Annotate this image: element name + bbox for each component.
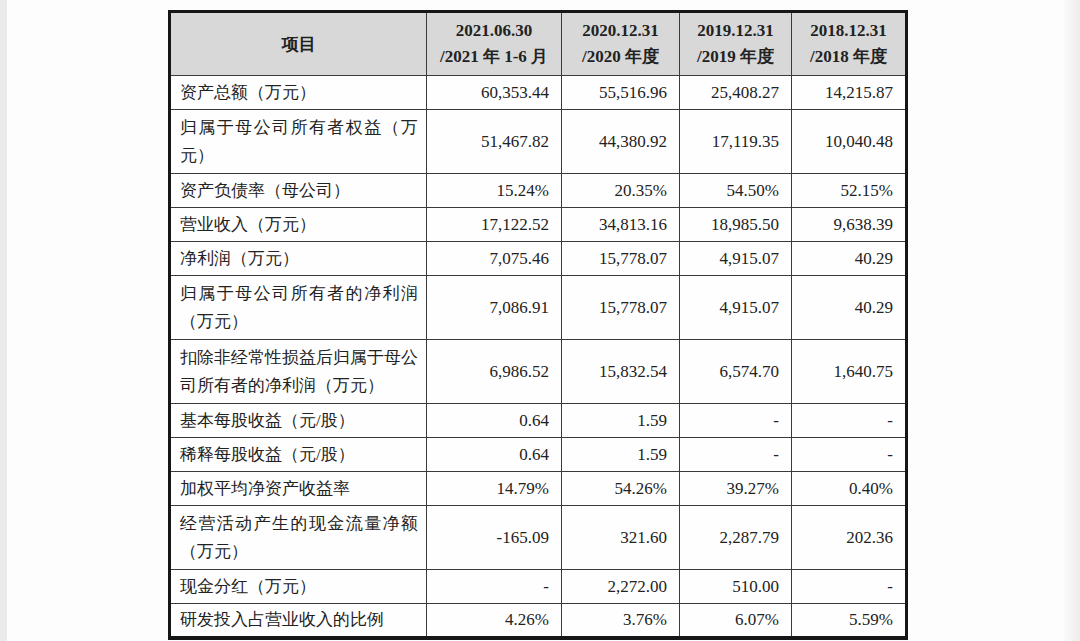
row-label: 归属于母公司所有者的净利润（万元）	[170, 276, 427, 340]
period-date: 2018.12.31	[794, 18, 903, 44]
cell-value: 40.29	[792, 242, 907, 276]
row-label: 稀释每股收益（元/股）	[170, 438, 427, 472]
cell-value: 4,915.07	[680, 276, 792, 340]
period-date: 2021.06.30	[429, 18, 559, 44]
page-left-edge-shadow	[0, 0, 7, 641]
cell-value: 9,638.39	[792, 208, 907, 242]
row-label: 现金分红（万元）	[170, 570, 427, 604]
row-label: 扣除非经常性损益后归属于母公司所有者的净利润（万元）	[170, 340, 427, 404]
cell-value: 7,075.46	[427, 242, 562, 276]
row-label: 资产总额（万元）	[170, 76, 427, 110]
cell-value: 20.35%	[562, 174, 680, 208]
row-deducted-net-profit: 扣除非经常性损益后归属于母公司所有者的净利润（万元） 6,986.52 15,8…	[170, 340, 907, 404]
cell-value: 60,353.44	[427, 76, 562, 110]
col-header-period-2019: 2019.12.31 /2019 年度	[680, 12, 792, 76]
cell-value: 1.59	[562, 404, 680, 438]
row-label: 营业收入（万元）	[170, 208, 427, 242]
period-date: 2020.12.31	[564, 18, 677, 44]
cell-value: 14,215.87	[792, 76, 907, 110]
cell-value: -	[680, 404, 792, 438]
row-label: 研发投入占营业收入的比例	[170, 604, 427, 639]
period-range: /2020 年度	[564, 44, 677, 70]
row-label: 净利润（万元）	[170, 242, 427, 276]
cell-value: 34,813.16	[562, 208, 680, 242]
cell-value: 4.26%	[427, 604, 562, 639]
row-rd-revenue-ratio: 研发投入占营业收入的比例 4.26% 3.76% 6.07% 5.59%	[170, 604, 907, 639]
row-label: 经营活动产生的现金流量净额（万元）	[170, 506, 427, 570]
cell-value: 17,122.52	[427, 208, 562, 242]
cell-value: 3.76%	[562, 604, 680, 639]
cell-value: 1.59	[562, 438, 680, 472]
row-net-profit: 净利润（万元） 7,075.46 15,778.07 4,915.07 40.2…	[170, 242, 907, 276]
cell-value: -	[427, 570, 562, 604]
cell-value: 10,040.48	[792, 110, 907, 174]
financial-summary-table: 项目 2021.06.30 /2021 年 1-6 月 2020.12.31 /…	[168, 10, 908, 640]
cell-value: 6,986.52	[427, 340, 562, 404]
cell-value: 25,408.27	[680, 76, 792, 110]
cell-value: 0.64	[427, 438, 562, 472]
page-right-edge-shadow	[1062, 0, 1080, 641]
row-parent-net-profit: 归属于母公司所有者的净利润（万元） 7,086.91 15,778.07 4,9…	[170, 276, 907, 340]
cell-value: 54.50%	[680, 174, 792, 208]
cell-value: 1,640.75	[792, 340, 907, 404]
cell-value: 15,778.07	[562, 242, 680, 276]
period-date: 2019.12.31	[682, 18, 789, 44]
period-range: /2018 年度	[794, 44, 903, 70]
period-range: /2021 年 1-6 月	[429, 44, 559, 70]
cell-value: -	[792, 438, 907, 472]
cell-value: 15,778.07	[562, 276, 680, 340]
cell-value: -	[792, 570, 907, 604]
row-operating-cash-flow: 经营活动产生的现金流量净额（万元） -165.09 321.60 2,287.7…	[170, 506, 907, 570]
document-page: 项目 2021.06.30 /2021 年 1-6 月 2020.12.31 /…	[0, 0, 1080, 641]
cell-value: 44,380.92	[562, 110, 680, 174]
cell-value: 55,516.96	[562, 76, 680, 110]
cell-value: 321.60	[562, 506, 680, 570]
row-label: 基本每股收益（元/股）	[170, 404, 427, 438]
row-cash-dividend: 现金分红（万元） - 2,272.00 510.00 -	[170, 570, 907, 604]
row-label: 加权平均净资产收益率	[170, 472, 427, 506]
cell-value: 52.15%	[792, 174, 907, 208]
cell-value: 510.00	[680, 570, 792, 604]
cell-value: 6,574.70	[680, 340, 792, 404]
cell-value: -	[680, 438, 792, 472]
cell-value: 0.40%	[792, 472, 907, 506]
cell-value: 18,985.50	[680, 208, 792, 242]
row-total-assets: 资产总额（万元） 60,353.44 55,516.96 25,408.27 1…	[170, 76, 907, 110]
row-label: 归属于母公司所有者权益（万元）	[170, 110, 427, 174]
row-label: 资产负债率（母公司）	[170, 174, 427, 208]
row-weighted-avg-roe: 加权平均净资产收益率 14.79% 54.26% 39.27% 0.40%	[170, 472, 907, 506]
cell-value: 7,086.91	[427, 276, 562, 340]
row-basic-eps: 基本每股收益（元/股） 0.64 1.59 - -	[170, 404, 907, 438]
cell-value: 54.26%	[562, 472, 680, 506]
cell-value: 15,832.54	[562, 340, 680, 404]
row-parent-debt-ratio: 资产负债率（母公司） 15.24% 20.35% 54.50% 52.15%	[170, 174, 907, 208]
cell-value: 6.07%	[680, 604, 792, 639]
cell-value: 40.29	[792, 276, 907, 340]
cell-value: 15.24%	[427, 174, 562, 208]
cell-value: 4,915.07	[680, 242, 792, 276]
cell-value: 14.79%	[427, 472, 562, 506]
period-range: /2019 年度	[682, 44, 789, 70]
col-header-period-2021h1: 2021.06.30 /2021 年 1-6 月	[427, 12, 562, 76]
col-header-item: 项目	[170, 12, 427, 76]
cell-value: 202.36	[792, 506, 907, 570]
row-operating-revenue: 营业收入（万元） 17,122.52 34,813.16 18,985.50 9…	[170, 208, 907, 242]
cell-value: 2,272.00	[562, 570, 680, 604]
header-row: 项目 2021.06.30 /2021 年 1-6 月 2020.12.31 /…	[170, 12, 907, 76]
cell-value: 5.59%	[792, 604, 907, 639]
row-parent-equity: 归属于母公司所有者权益（万元） 51,467.82 44,380.92 17,1…	[170, 110, 907, 174]
cell-value: 2,287.79	[680, 506, 792, 570]
cell-value: 0.64	[427, 404, 562, 438]
row-diluted-eps: 稀释每股收益（元/股） 0.64 1.59 - -	[170, 438, 907, 472]
cell-value: -165.09	[427, 506, 562, 570]
cell-value: 39.27%	[680, 472, 792, 506]
col-header-period-2020: 2020.12.31 /2020 年度	[562, 12, 680, 76]
cell-value: 17,119.35	[680, 110, 792, 174]
col-header-period-2018: 2018.12.31 /2018 年度	[792, 12, 907, 76]
cell-value: 51,467.82	[427, 110, 562, 174]
cell-value: -	[792, 404, 907, 438]
